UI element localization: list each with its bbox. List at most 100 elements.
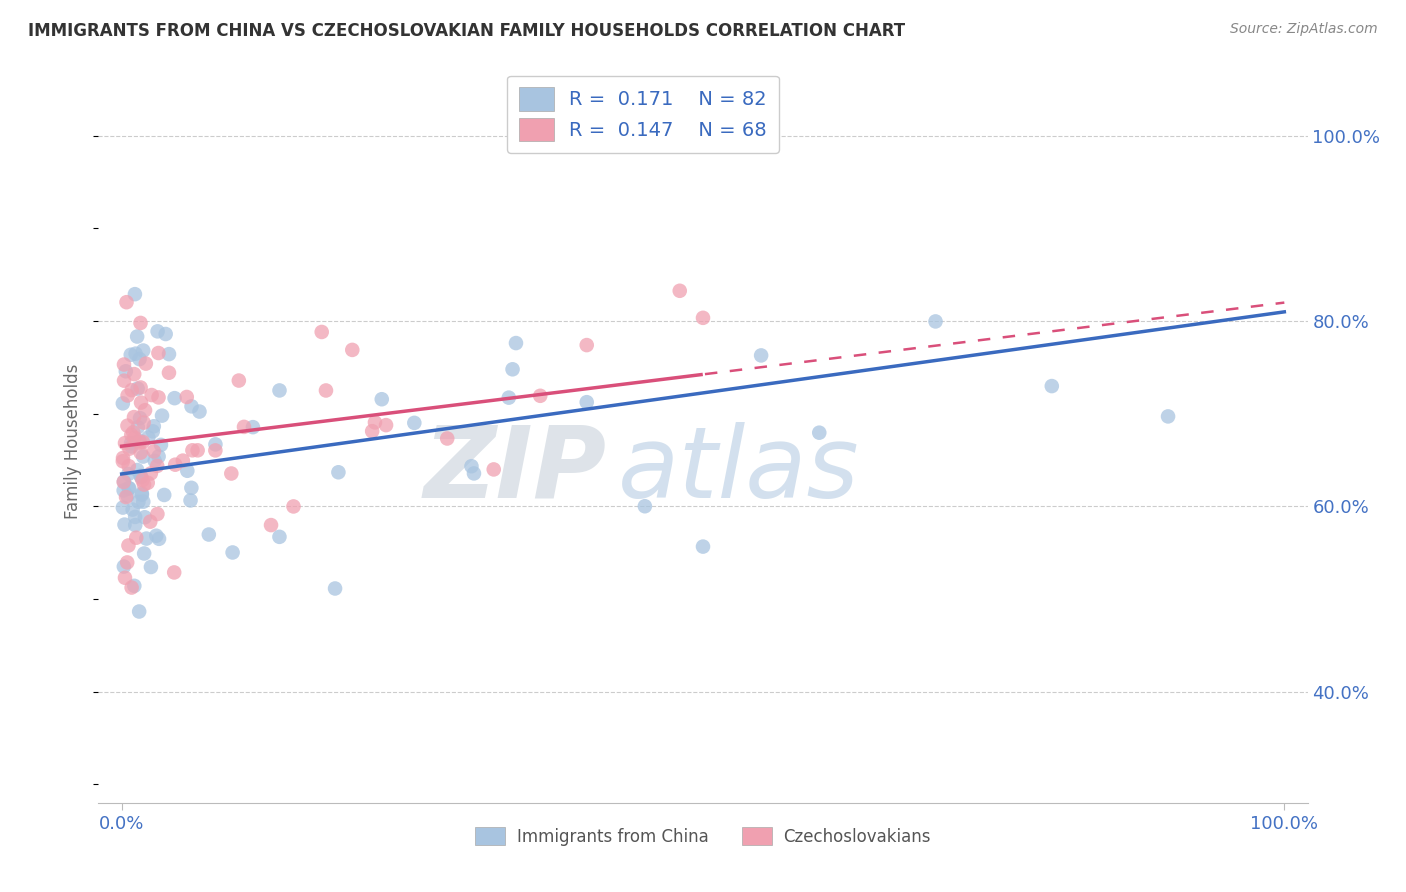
Point (404, 416, 426, 430)
Point (112, 475, 135, 489)
Point (135, 532, 157, 546)
Point (692, 540, 714, 554)
Point (135, 357, 157, 371)
Point (749, 348, 772, 362)
Point (1040, 379, 1063, 393)
Point (153, 488, 176, 502)
Point (505, 336, 527, 351)
Y-axis label: Family Households: Family Households (65, 364, 83, 519)
Point (233, 420, 256, 434)
Point (575, 395, 598, 409)
Point (131, 486, 153, 500)
Point (121, 581, 143, 595)
Point (118, 442, 141, 456)
Point (114, 571, 136, 585)
Point (172, 453, 194, 467)
Point (176, 464, 198, 478)
Point (575, 338, 598, 352)
Point (129, 411, 152, 425)
Point (120, 348, 142, 362)
Point (118, 459, 141, 474)
Point (111, 396, 134, 410)
Point (146, 324, 169, 338)
Point (114, 364, 136, 378)
Point (134, 510, 156, 524)
Point (118, 481, 141, 495)
Point (228, 374, 250, 388)
Point (129, 395, 152, 409)
Point (142, 444, 165, 458)
Point (315, 384, 337, 398)
Point (111, 454, 134, 468)
Point (115, 295, 138, 310)
Point (115, 490, 138, 504)
Point (127, 382, 149, 396)
Point (131, 488, 153, 502)
Point (242, 420, 264, 434)
Point (114, 436, 136, 450)
Point (323, 582, 346, 596)
Point (129, 316, 152, 330)
Point (120, 436, 142, 450)
Point (668, 284, 690, 298)
Point (808, 425, 831, 440)
Point (924, 314, 946, 328)
Point (176, 390, 198, 404)
Point (122, 425, 145, 440)
Point (139, 467, 162, 481)
Point (692, 310, 714, 325)
Point (111, 450, 134, 465)
Point (117, 388, 139, 402)
Point (141, 388, 163, 402)
Point (283, 500, 305, 514)
Point (127, 329, 149, 343)
Point (342, 343, 364, 357)
Point (165, 458, 187, 472)
Point (148, 391, 170, 405)
Point (117, 539, 139, 553)
Point (204, 437, 226, 451)
Point (136, 475, 159, 490)
Point (112, 374, 135, 388)
Point (157, 366, 180, 380)
Point (138, 431, 160, 445)
Point (124, 431, 146, 445)
Point (143, 454, 166, 468)
Point (364, 416, 387, 430)
Point (260, 518, 283, 533)
Point (139, 515, 162, 529)
Point (129, 380, 152, 394)
Point (482, 462, 505, 476)
Point (149, 438, 172, 452)
Point (436, 432, 458, 446)
Point (502, 362, 524, 376)
Point (188, 404, 211, 418)
Point (375, 418, 398, 433)
Point (529, 389, 551, 403)
Point (117, 489, 139, 503)
Point (148, 532, 170, 546)
Point (118, 481, 141, 495)
Point (128, 605, 150, 619)
Point (221, 545, 243, 559)
Point (132, 416, 155, 430)
Point (132, 450, 155, 464)
Point (129, 470, 152, 484)
Point (124, 510, 146, 524)
Point (122, 367, 145, 381)
Point (150, 409, 173, 423)
Text: atlas: atlas (619, 422, 860, 519)
Point (157, 347, 180, 361)
Point (120, 427, 142, 442)
Point (125, 531, 148, 545)
Point (180, 493, 202, 508)
Point (146, 507, 169, 521)
Point (117, 418, 139, 433)
Legend: Immigrants from China, Czechoslovakians: Immigrants from China, Czechoslovakians (468, 821, 938, 852)
Point (132, 477, 155, 491)
Point (221, 467, 243, 481)
Point (124, 346, 146, 360)
Point (128, 435, 150, 450)
Point (181, 443, 204, 458)
Point (121, 502, 143, 516)
